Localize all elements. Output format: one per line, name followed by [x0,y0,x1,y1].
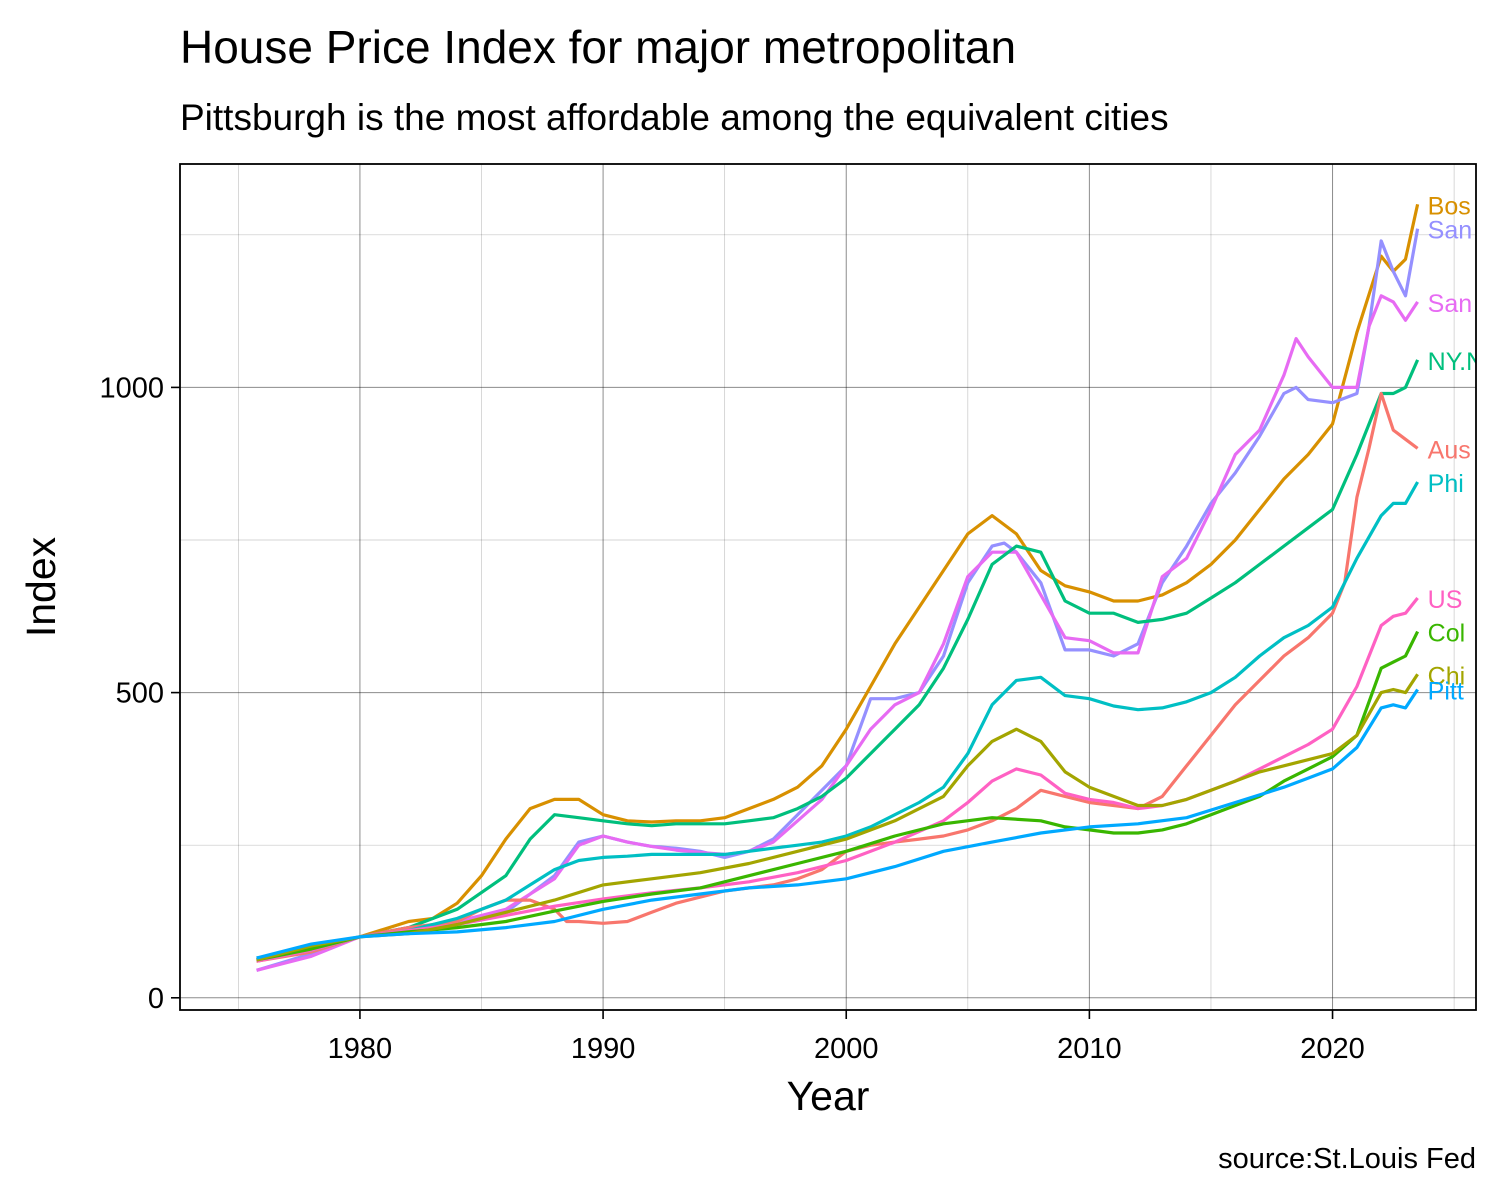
x-axis-title: Year [787,1073,870,1119]
series-label-us: US [1428,586,1463,614]
series-label-philadelphia: Phi [1428,470,1464,498]
series-label-ny: NY.N [1428,348,1485,376]
x-tick-label: 1990 [571,1033,636,1065]
series-label-columbus: Col [1428,620,1466,648]
y-tick-label: 1000 [99,372,164,404]
series-line-austin [256,391,1419,963]
series-line-chicago [256,673,1419,962]
x-tick-label: 2010 [1057,1033,1122,1065]
chart-title: House Price Index for major metropolitan [180,21,1016,73]
axes: 1980 1990 2000 2010 2020 0 500 1000 [99,372,1364,1065]
series-line-san-diego [256,294,1419,972]
series-line-ny [256,359,1420,960]
series-label-san-diego: San [1428,290,1472,318]
series-label-san-francisco: San [1428,217,1472,245]
series-line-us [256,597,1419,963]
chart-caption: source:St.Louis Fed [1218,1143,1476,1175]
y-tick-label: 0 [148,983,164,1015]
series-line-columbus [256,630,1420,962]
y-tick-label: 500 [116,678,164,710]
y-axis-title: Index [18,536,64,637]
chart-subtitle: Pittsburgh is the most affordable among … [180,97,1169,138]
series-label-boston: Bos [1428,192,1471,220]
x-tick-label: 2000 [814,1033,879,1065]
series-line-boston [256,203,1420,963]
series-label-austin: Aus [1428,436,1471,464]
x-tick-label: 1980 [328,1033,393,1065]
grid-lines [180,164,1476,1010]
series-line-philadelphia [256,481,1419,962]
panel-border [179,163,1477,1011]
series-line-pittsburgh [256,688,1419,960]
series-label-chicago: Chi [1428,662,1466,690]
x-tick-label: 2020 [1300,1033,1365,1065]
series-label-pittsburgh: Pitt [1428,678,1464,706]
